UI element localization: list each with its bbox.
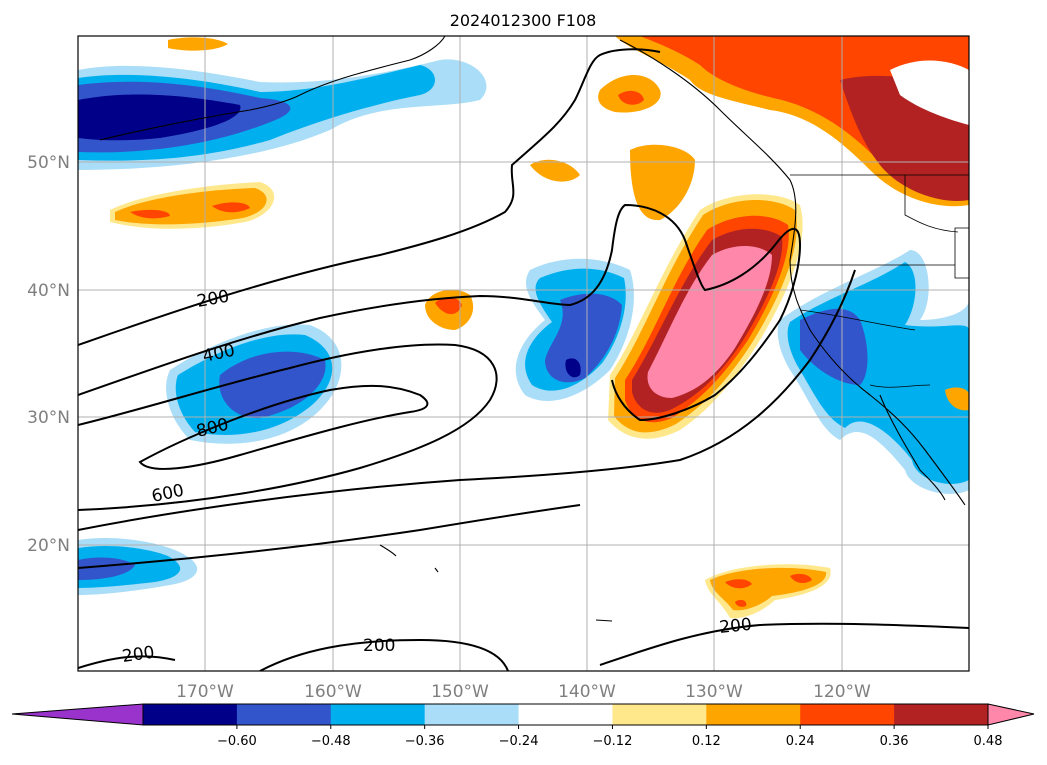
colorbar: −0.60 −0.48 −0.36 −0.24 −0.12 0.12 0.24 0.36 0.4… bbox=[11, 703, 1035, 749]
contour-label-200-b: 200 bbox=[363, 636, 395, 656]
contour-label-200-d: 200 bbox=[121, 643, 156, 667]
coast-baja bbox=[879, 394, 946, 501]
colorbar-tick-label: −0.24 bbox=[499, 734, 539, 749]
colorbar-tick-label: 0.48 bbox=[974, 734, 1003, 749]
colorbar-tick-label: 0.36 bbox=[880, 734, 909, 749]
lat-label-20: 20°N bbox=[27, 536, 70, 556]
pos-region-small-1-core bbox=[618, 90, 644, 105]
contour-label-200-c: 200 bbox=[718, 615, 752, 638]
figure-title: 2024012300 F108 bbox=[450, 11, 597, 30]
lat-label-40: 40°N bbox=[27, 281, 70, 301]
border-box-east bbox=[954, 227, 969, 279]
colorbar-segments bbox=[143, 704, 989, 725]
colorbar-swatch bbox=[330, 704, 426, 725]
pos-region-east-edge bbox=[945, 387, 969, 411]
colorbar-tick-label: 0.12 bbox=[692, 734, 721, 749]
contour-600 bbox=[78, 269, 856, 531]
latitude-labels: 50°N 40°N 30°N 20°N bbox=[27, 153, 70, 556]
neg-region-east-core bbox=[565, 358, 581, 378]
colorbar-swatch bbox=[800, 704, 895, 725]
contour-200-north bbox=[78, 48, 661, 346]
lat-label-50: 50°N bbox=[27, 153, 70, 173]
colorbar-tick-label: −0.36 bbox=[405, 734, 445, 749]
contour-200-south-mid bbox=[259, 638, 509, 671]
colorbar-swatch bbox=[894, 704, 989, 725]
colorbar-swatch bbox=[612, 704, 707, 725]
state-borders bbox=[790, 174, 969, 388]
contour-lower-1 bbox=[78, 504, 581, 569]
lon-label-150: 150°W bbox=[431, 682, 489, 702]
pos-region-nw-red bbox=[130, 202, 250, 219]
colorbar-extend-left bbox=[11, 703, 144, 726]
longitude-labels: 170°W 160°W 150°W 140°W 130°W 120°W bbox=[176, 682, 871, 702]
neg-region-aleutian-core bbox=[78, 94, 241, 141]
colorbar-swatch bbox=[706, 704, 801, 725]
shaded-fields bbox=[78, 36, 969, 619]
colorbar-tick-label: −0.60 bbox=[217, 734, 257, 749]
lon-label-130: 130°W bbox=[685, 682, 743, 702]
lat-label-30: 30°N bbox=[27, 408, 70, 428]
contour-800 bbox=[138, 384, 429, 470]
pos-region-small-2 bbox=[630, 144, 695, 221]
lon-label-170: 170°W bbox=[176, 682, 234, 702]
map-frame bbox=[77, 35, 970, 672]
lon-label-160: 160°W bbox=[304, 682, 362, 702]
colorbar-ticks: −0.60 −0.48 −0.36 −0.24 −0.12 0.12 0.24 0.36 0.4… bbox=[217, 725, 1003, 749]
colorbar-extend-right bbox=[987, 703, 1035, 726]
colorbar-swatch bbox=[236, 704, 332, 725]
colorbar-swatch bbox=[143, 704, 238, 725]
neg-region-central-dark bbox=[219, 351, 326, 419]
coast-aleutians bbox=[99, 94, 301, 141]
coast-alaska-peninsula bbox=[299, 36, 446, 96]
contour-200-south-east bbox=[599, 622, 969, 666]
colorbar-tick-label: 0.24 bbox=[786, 734, 815, 749]
graticule bbox=[78, 36, 969, 671]
lon-label-120: 120°W bbox=[813, 682, 871, 702]
colorbar-swatch bbox=[424, 704, 520, 725]
pos-region-plume-pink bbox=[647, 245, 772, 398]
coast-north-america bbox=[619, 39, 966, 506]
contour-200-south-west bbox=[78, 655, 176, 669]
neg-region-east-dark bbox=[545, 293, 622, 383]
colorbar-frame bbox=[142, 703, 989, 726]
colorbar-tick-label: −0.48 bbox=[311, 734, 351, 749]
colorbar-swatch bbox=[518, 704, 613, 725]
pos-region-small-3 bbox=[530, 159, 580, 182]
coast-hawaii bbox=[379, 544, 613, 622]
neg-region-ca-dark bbox=[800, 308, 868, 385]
pos-region-mid-red bbox=[435, 297, 462, 315]
pos-region-top bbox=[168, 37, 228, 51]
lon-label-140: 140°W bbox=[558, 682, 616, 702]
map-panel: 200 400 800 600 200 200 200 bbox=[77, 35, 970, 672]
colorbar-tick-label: −0.12 bbox=[593, 734, 633, 749]
coastlines bbox=[99, 36, 969, 622]
pos-region-south-red bbox=[725, 573, 812, 607]
contour-400 bbox=[78, 343, 498, 511]
neg-region-sw-dark bbox=[78, 557, 135, 580]
pos-region-bc-hole bbox=[890, 60, 969, 125]
contour-200-loop bbox=[78, 203, 802, 422]
contour-lines bbox=[78, 48, 969, 671]
